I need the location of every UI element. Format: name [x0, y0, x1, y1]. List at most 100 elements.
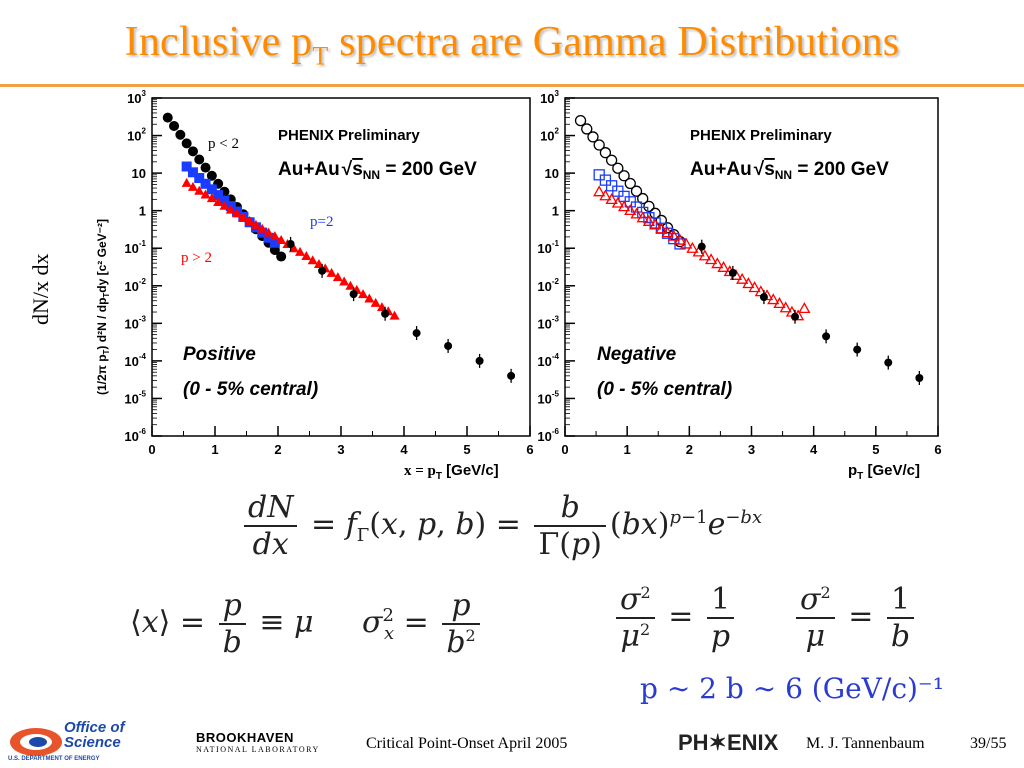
right-point-black-high — [791, 309, 800, 324]
fit-result: p ∼ 2 b ∼ 6 (GeV/c)⁻¹ — [640, 672, 944, 705]
left-point-red — [389, 310, 400, 320]
left-panel-system: Au+Au √sNN = 200 GeV — [278, 159, 477, 182]
right-point-red-open — [773, 297, 786, 309]
left-ytick-label: 10-4 — [124, 352, 146, 369]
left-point-red — [370, 297, 381, 307]
doe-swirl-icon — [10, 728, 62, 756]
left-point-blue — [269, 237, 280, 248]
left-point-blue — [194, 173, 205, 184]
left-point-red — [276, 235, 287, 245]
talk-title: Critical Point-Onset April 2005 — [366, 735, 568, 752]
right-point-red-open — [642, 214, 656, 226]
right-xtick-label: 6 — [934, 442, 941, 457]
right-point-black-high — [853, 342, 862, 357]
left-ytick-label: 1 — [139, 204, 146, 219]
right-point-black-open — [643, 200, 655, 213]
right-ytick-label: 10-5 — [537, 389, 559, 406]
annot-p-greater-2: p > 2 — [181, 250, 212, 266]
right-point-black-high — [884, 355, 893, 370]
left-ytick-label: 10-6 — [124, 427, 146, 444]
left-data-marks — [162, 112, 516, 383]
right-point-red-open — [617, 200, 631, 212]
left-point-blue — [263, 232, 274, 243]
office-of-science-logo: Office of Science U.S. DEPARTMENT OF ENE… — [8, 718, 148, 762]
left-xtick-label: 4 — [400, 442, 408, 457]
right-xtick-label: 0 — [561, 442, 568, 457]
right-xtick-label: 5 — [872, 442, 879, 457]
right-point-red-open — [680, 237, 693, 249]
office-line2: Science — [64, 734, 121, 751]
bnl-line1: BROOKHAVEN — [196, 730, 294, 745]
right-point-red-open — [599, 189, 612, 201]
left-ylabel: (1/2π pT) d²N / dpTdy [c² GeV⁻²] — [95, 219, 111, 395]
left-ytick-label: 10-3 — [124, 314, 146, 331]
right-point-red-open — [767, 293, 780, 305]
left-point-red — [301, 251, 312, 261]
right-xtick-label: 4 — [810, 442, 818, 457]
left-ytick-label: 10-1 — [124, 239, 146, 256]
left-ytick-label: 10-2 — [124, 277, 146, 294]
left-point-red — [364, 293, 375, 303]
bnl-line2: NATIONAL LABORATORY — [196, 745, 320, 754]
right-ytick-label: 10-3 — [537, 314, 559, 331]
left-point-black-high — [507, 368, 516, 383]
right-point-black-open — [630, 185, 643, 197]
left-point-blue — [187, 167, 198, 178]
right-point-red-open — [611, 196, 624, 208]
left-point-red — [269, 231, 280, 241]
right-point-red-open — [748, 281, 761, 293]
right-point-red-open — [605, 193, 618, 205]
left-point-red — [358, 289, 369, 299]
right-point-red-open — [593, 185, 606, 197]
right-xtick-label: 1 — [624, 442, 631, 457]
spectra-charts: 0 1 2 3 4 5 610310210110-110-210-310-410-510-6… — [95, 89, 942, 482]
right-point-red-open — [624, 204, 637, 215]
left-point-black — [187, 146, 198, 157]
right-point-black-open — [655, 214, 668, 227]
left-xtick-label: 6 — [526, 442, 533, 457]
right-xtick-label: 2 — [686, 442, 693, 457]
right-xlabel: pT [GeV/c] — [848, 462, 920, 482]
left-point-red — [194, 185, 205, 195]
left-point-blue — [219, 195, 230, 206]
left-point-black — [175, 129, 186, 140]
right-point-red-open — [636, 211, 649, 223]
left-point-red — [332, 272, 343, 282]
left-point-red — [206, 193, 217, 203]
left-point-red — [263, 227, 274, 237]
annot-p-eq-2: p=2 — [310, 214, 333, 230]
left-point-black — [194, 154, 205, 165]
left-point-black — [276, 251, 287, 262]
bnl-logo: BROOKHAVEN NATIONAL LABORATORY — [196, 730, 320, 754]
right-point-red-open — [655, 222, 668, 234]
right-ytick-label: 1 — [552, 204, 559, 219]
left-point-red — [307, 255, 318, 265]
right-point-black-open — [587, 131, 599, 143]
right-xtick-label: 3 — [748, 442, 755, 457]
left-point-red — [232, 208, 243, 218]
left-xtick-label: 0 — [148, 442, 155, 457]
right-point-red-open — [698, 249, 711, 261]
author: M. J. Tannenbaum — [806, 735, 925, 752]
left-panel-header: PHENIX Preliminary — [278, 127, 420, 144]
left-point-red — [257, 223, 268, 233]
left-point-blue — [200, 178, 211, 189]
left-point-red — [213, 197, 224, 207]
right-point-black-open — [574, 114, 587, 127]
left-point-red — [238, 212, 249, 222]
left-point-black-high — [349, 287, 358, 302]
left-xtick-label: 2 — [274, 442, 281, 457]
left-point-black-high — [475, 353, 484, 368]
page-number: 39/55 — [970, 735, 1007, 752]
right-point-black-high — [697, 239, 706, 254]
right-data-marks — [574, 114, 924, 386]
right-point-red-open — [667, 229, 680, 241]
left-xtick-label: 5 — [463, 442, 470, 457]
phenix-logo: PH✶ENIX — [678, 730, 779, 755]
left-point-black-high — [286, 236, 295, 251]
right-point-red-open — [630, 207, 643, 219]
